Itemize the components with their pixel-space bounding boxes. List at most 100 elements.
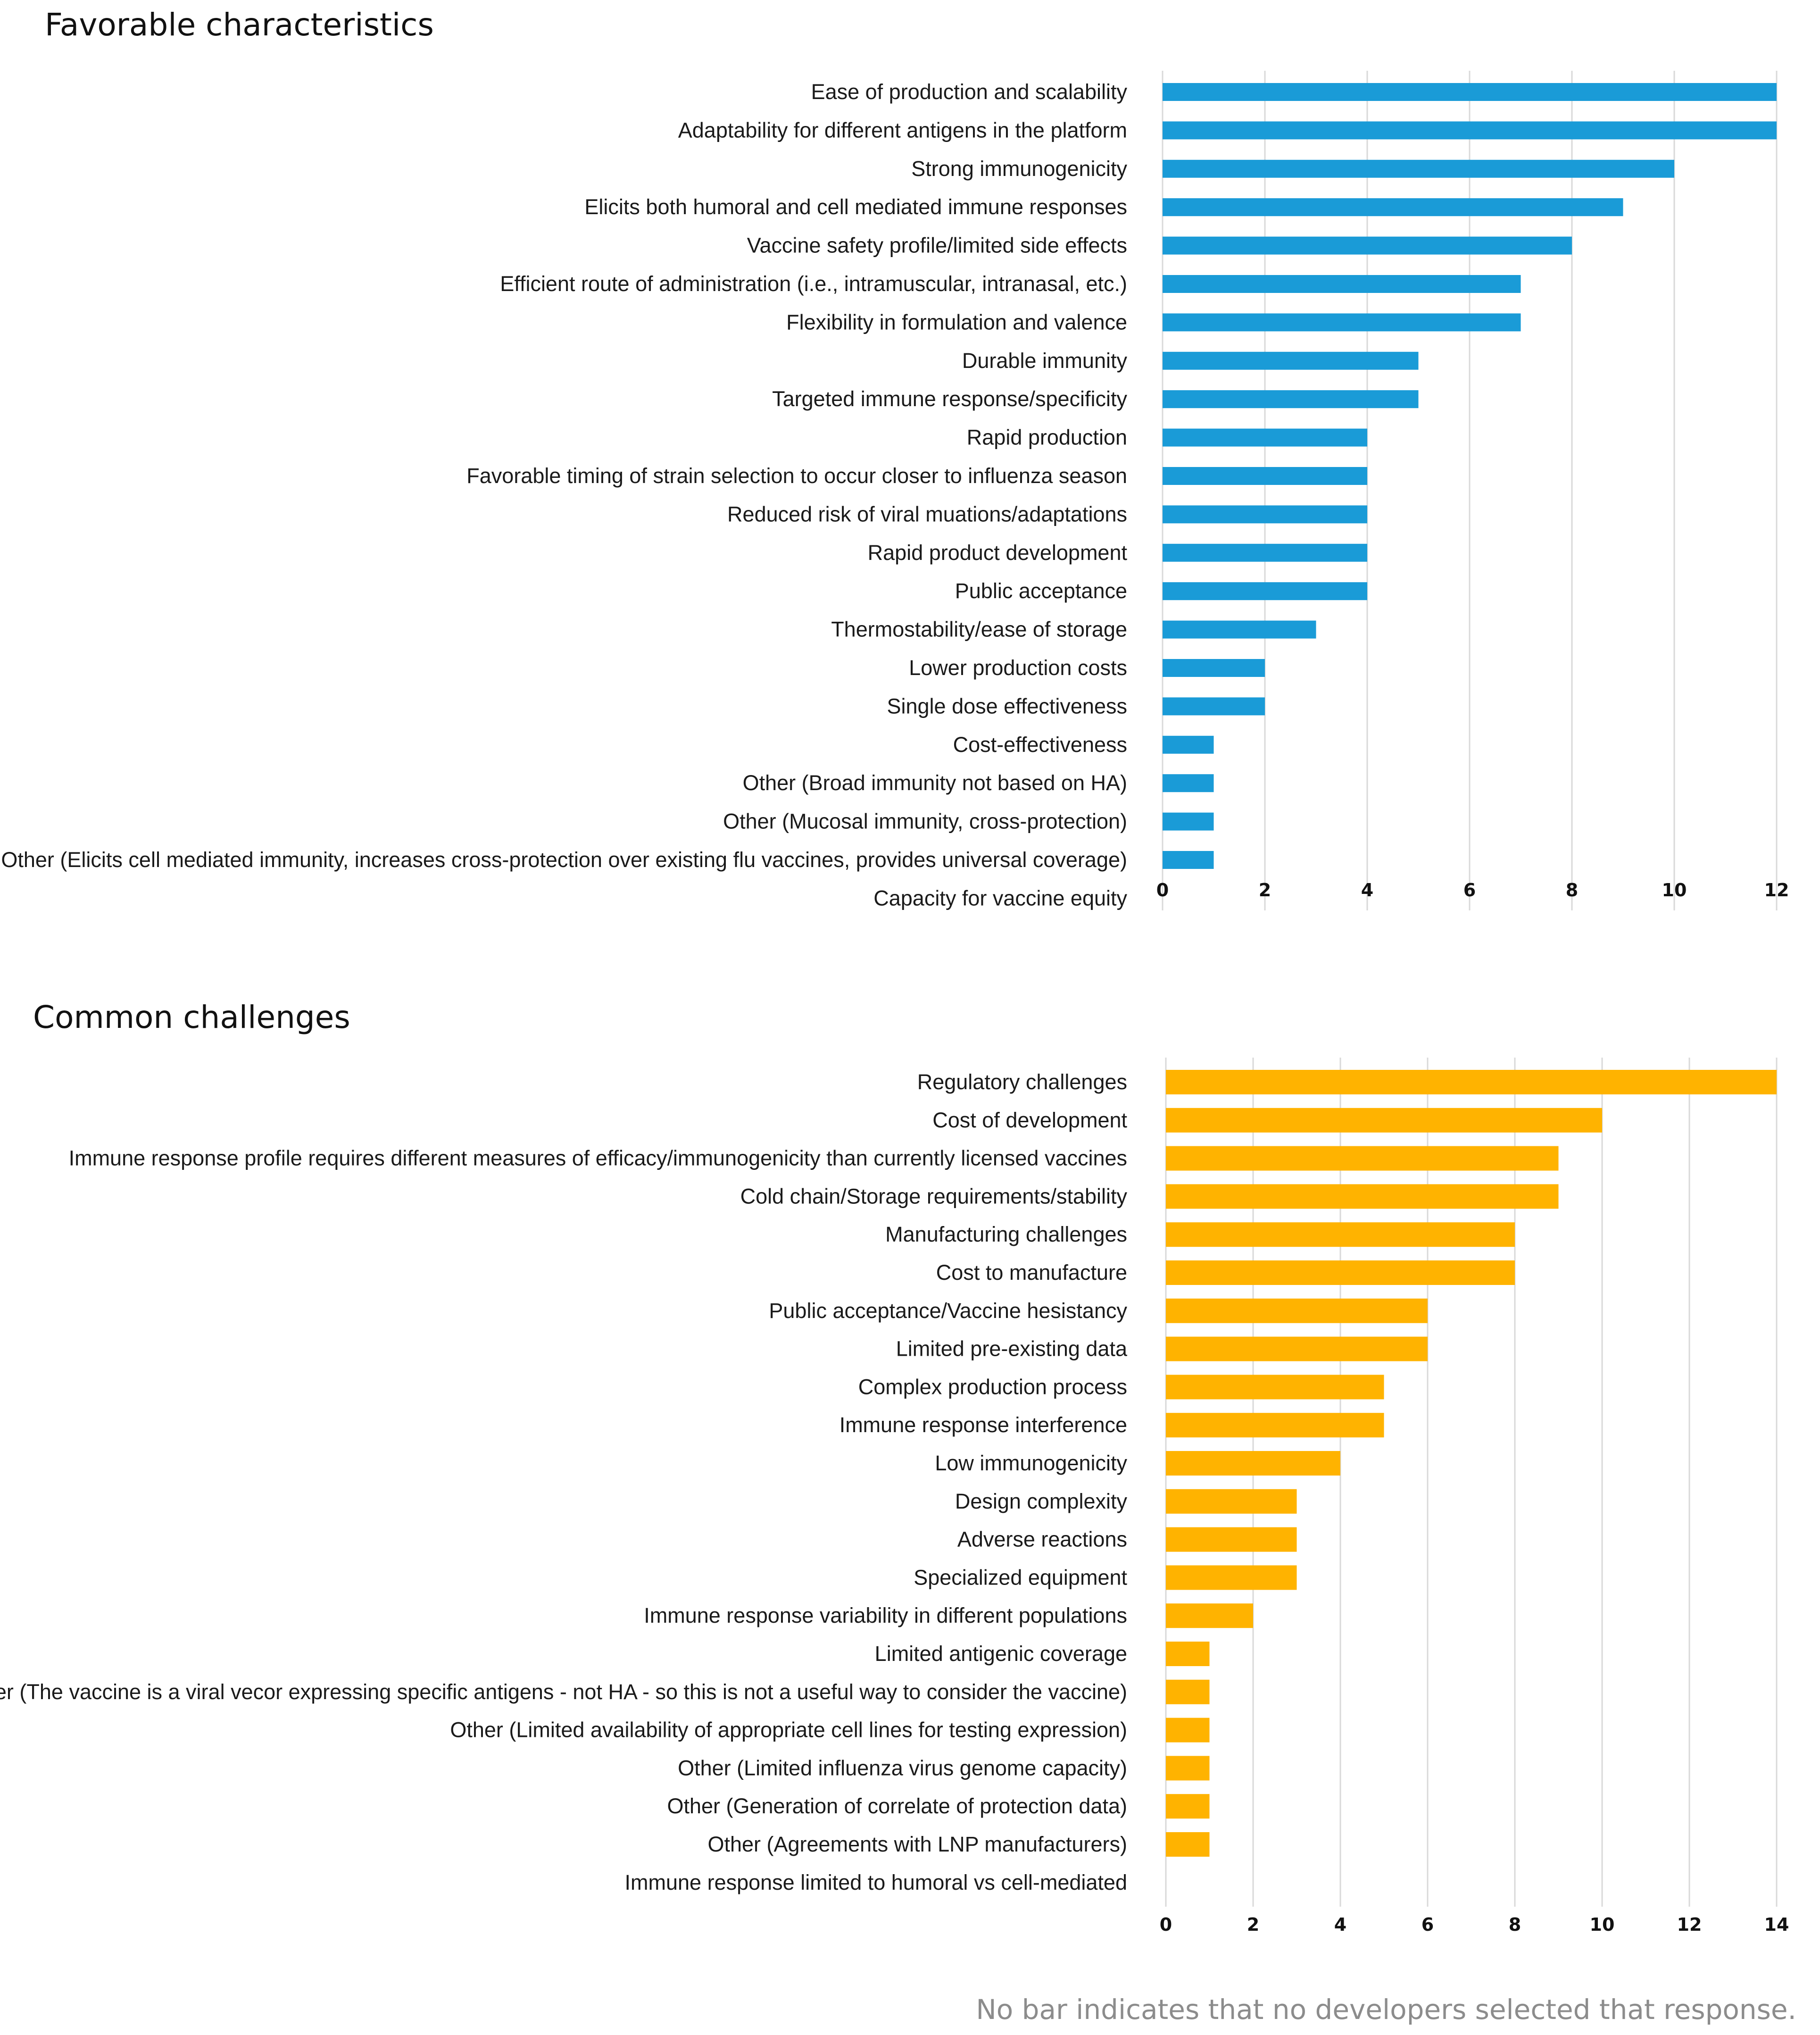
favorable-bar xyxy=(1163,543,1367,562)
favorable-tick-label: 10 xyxy=(1662,880,1687,901)
common-challenges-title: Common challenges xyxy=(33,999,350,1035)
favorable-category-label: Cost-effectiveness xyxy=(953,733,1127,757)
favorable-bar xyxy=(1163,428,1367,447)
favorable-characteristics-chart: 0 2 4 6 8 10 12 Ease of production and scalabil… xyxy=(1,71,1789,910)
challenges-bar xyxy=(1166,1832,1210,1857)
favorable-category-label: Single dose effectiveness xyxy=(887,694,1127,718)
favorable-category-label: Favorable timing of strain selection to … xyxy=(466,464,1127,488)
challenges-bar xyxy=(1166,1413,1384,1438)
favorable-bar xyxy=(1163,159,1674,178)
favorable-tick-label: 12 xyxy=(1764,880,1789,901)
challenges-bar xyxy=(1166,1527,1297,1552)
favorable-category-label: Durable immunity xyxy=(962,349,1128,373)
challenges-bar xyxy=(1166,1756,1210,1781)
challenges-bar xyxy=(1166,1794,1210,1819)
favorable-category-label: Public acceptance xyxy=(955,579,1127,603)
favorable-tick-label: 6 xyxy=(1463,880,1476,901)
favorable-bar xyxy=(1163,83,1777,101)
challenges-bar xyxy=(1166,1222,1515,1247)
challenges-tick-label: 14 xyxy=(1764,1914,1789,1935)
favorable-bar xyxy=(1163,505,1367,524)
favorable-category-label: Capacity for vaccine equity xyxy=(873,886,1127,910)
challenges-tick-label: 12 xyxy=(1677,1914,1702,1935)
challenges-category-label: Immune response limited to humoral vs ce… xyxy=(625,1870,1127,1894)
challenges-category-label: Other (Limited influenza virus genome ca… xyxy=(678,1756,1127,1780)
challenges-category-label: Public acceptance/Vaccine hesistancy xyxy=(769,1299,1127,1323)
favorable-category-label: Thermostability/ease of storage xyxy=(831,617,1127,642)
favorable-category-label: Other (Mucosal immunity, cross-protectio… xyxy=(723,809,1127,834)
common-challenges-chart: 0 2 4 6 8 10 12 14 Regulatory challenges Cost of … xyxy=(0,1058,1789,1935)
challenges-category-label: Immune response interference xyxy=(839,1413,1127,1437)
favorable-category-label: Elicits both humoral and cell mediated i… xyxy=(584,195,1127,219)
favorable-tick-label: 0 xyxy=(1156,880,1169,901)
favorable-category-label: Other (Broad immunity not based on HA) xyxy=(743,771,1127,795)
challenges-tick-label: 4 xyxy=(1334,1914,1346,1935)
favorable-category-label: Targeted immune response/specificity xyxy=(772,387,1127,411)
challenges-category-label: Limited pre-existing data xyxy=(896,1337,1128,1361)
challenges-category-label: Cold chain/Storage requirements/stabilit… xyxy=(740,1184,1128,1208)
challenges-bar xyxy=(1166,1146,1559,1171)
challenges-bar xyxy=(1166,1451,1340,1476)
favorable-category-label: Rapid production xyxy=(967,425,1127,450)
favorable-category-label: Adaptability for different antigens in t… xyxy=(678,118,1127,142)
challenges-bar xyxy=(1166,1298,1428,1323)
favorable-category-label: Strong immunogenicity xyxy=(911,157,1127,181)
favorable-bar xyxy=(1163,735,1214,754)
challenges-bar xyxy=(1166,1108,1602,1133)
favorable-category-label: Reduced risk of viral muations/adaptatio… xyxy=(727,502,1127,526)
challenges-bar xyxy=(1166,1489,1297,1514)
favorable-bar xyxy=(1163,697,1265,716)
challenges-category-label: Cost to manufacture xyxy=(936,1260,1127,1284)
favorable-bar xyxy=(1163,275,1521,293)
favorable-bar xyxy=(1163,121,1777,140)
favorable-characteristics-title: Favorable characteristics xyxy=(45,7,434,43)
favorable-bar xyxy=(1163,582,1367,600)
challenges-category-label: Complex production process xyxy=(858,1375,1127,1399)
challenges-category-label: Immune response variability in different… xyxy=(644,1603,1127,1627)
challenges-category-label: Other (Limited availability of appropria… xyxy=(450,1718,1127,1742)
favorable-bar xyxy=(1163,351,1419,370)
favorable-category-label: Efficient route of administration (i.e.,… xyxy=(500,272,1127,296)
challenges-tick-label: 0 xyxy=(1160,1914,1172,1935)
favorable-category-label: Rapid product development xyxy=(868,541,1128,565)
challenges-category-label: Specialized equipment xyxy=(914,1565,1127,1589)
favorable-category-label: Ease of production and scalability xyxy=(811,80,1128,104)
challenges-tick-label: 10 xyxy=(1590,1914,1615,1935)
favorable-bar xyxy=(1163,390,1419,409)
challenges-bar xyxy=(1166,1184,1559,1209)
challenges-tick-label: 2 xyxy=(1247,1914,1259,1935)
favorable-category-label: Lower production costs xyxy=(909,656,1127,680)
challenges-category-label: Low immunogenicity xyxy=(935,1451,1127,1475)
challenges-category-label: Design complexity xyxy=(955,1489,1128,1513)
favorable-bar xyxy=(1163,659,1265,677)
challenges-category-label: Cost of development xyxy=(932,1108,1127,1132)
challenges-category-label: Immune response profile requires differe… xyxy=(69,1146,1127,1170)
challenges-tick-label: 8 xyxy=(1509,1914,1521,1935)
challenges-bar xyxy=(1166,1565,1297,1590)
favorable-bar xyxy=(1163,313,1521,332)
favorable-bar xyxy=(1163,620,1316,639)
challenges-bar xyxy=(1166,1642,1210,1666)
challenges-bar xyxy=(1166,1375,1384,1400)
footnote: No bar indicates that no developers sele… xyxy=(976,1993,1796,2026)
favorable-tick-label: 8 xyxy=(1566,880,1578,901)
favorable-bar xyxy=(1163,236,1572,255)
challenges-category-label: Other (Generation of correlate of protec… xyxy=(667,1794,1127,1818)
favorable-bar xyxy=(1163,774,1214,792)
challenges-category-label: Adverse reactions xyxy=(957,1527,1127,1551)
favorable-bar xyxy=(1163,198,1623,217)
favorable-bar xyxy=(1163,851,1214,869)
favorable-category-label: Other (Elicits cell mediated immunity, i… xyxy=(1,848,1127,872)
challenges-bar xyxy=(1166,1679,1210,1704)
favorable-bar xyxy=(1163,467,1367,485)
challenges-category-label: Regulatory challenges xyxy=(917,1070,1127,1094)
challenges-bar xyxy=(1166,1336,1428,1361)
challenges-category-label: Limited antigenic coverage xyxy=(875,1642,1127,1666)
challenges-category-label: Other (Agreements with LNP manufacturers… xyxy=(707,1832,1127,1856)
challenges-bar xyxy=(1166,1718,1210,1743)
favorable-category-label: Flexibility in formulation and valence xyxy=(786,310,1127,334)
favorable-tick-label: 4 xyxy=(1361,880,1373,901)
challenges-bar xyxy=(1166,1070,1777,1094)
favorable-bar xyxy=(1163,812,1214,831)
